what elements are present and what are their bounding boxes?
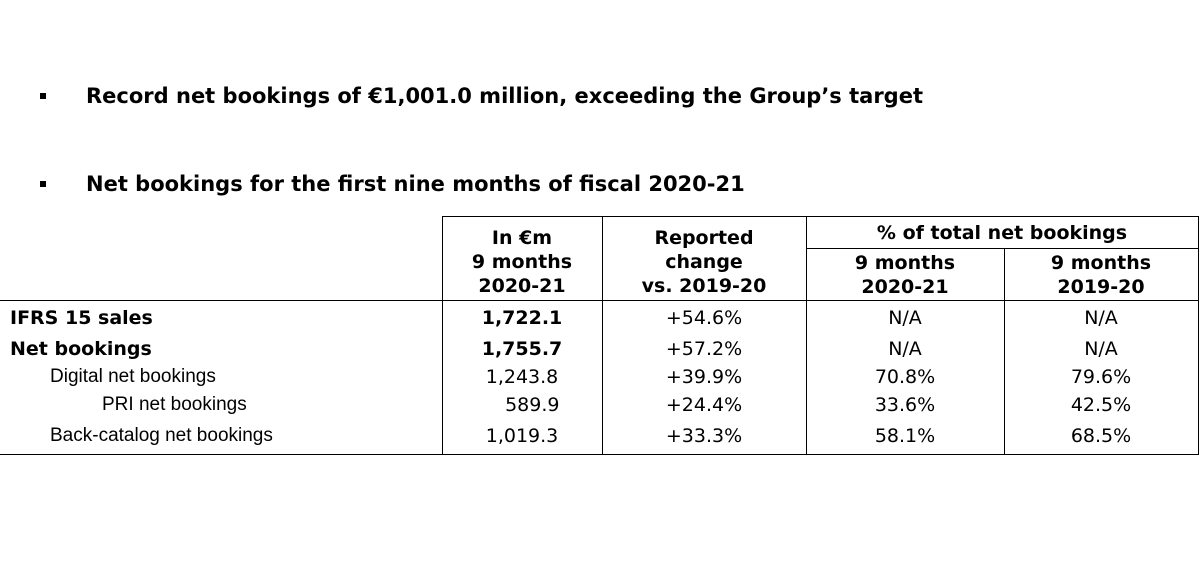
header-line: 9 months: [471, 250, 573, 273]
row-change: +33.3%: [601, 418, 806, 455]
net-bookings-table: In €m 9 months 2020-21 Reported change v…: [0, 216, 1199, 455]
header-line: vs. 2019-20: [641, 274, 767, 297]
header-line: 9 months: [854, 251, 956, 274]
row-pct-2019-20: N/A: [1003, 334, 1199, 363]
row-change: +54.6%: [601, 300, 806, 335]
header-line: In €m: [491, 226, 553, 249]
row-pct-2019-20: 42.5%: [1003, 390, 1199, 419]
row-value: 1,243.8: [441, 362, 602, 391]
header-line: 9 months: [1050, 251, 1152, 274]
header-reported-change: Reported change vs. 2019-20: [601, 216, 806, 301]
header-line: Reported: [654, 226, 754, 249]
row-value: 1,722.1: [441, 300, 602, 335]
bullet-square-icon: [40, 181, 46, 187]
table-row: PRI net bookings 589.9 +24.4% 33.6% 42.5…: [0, 390, 1199, 419]
row-label: IFRS 15 sales: [10, 306, 153, 329]
row-value: 589.9: [441, 390, 602, 419]
bullet-record-net-bookings: Record net bookings of €1,001.0 million,…: [40, 84, 923, 108]
row-pct-2019-20: 68.5%: [1003, 418, 1199, 455]
table-row: Back-catalog net bookings 1,019.3 +33.3%…: [0, 418, 1199, 455]
header-line: change: [665, 250, 743, 273]
table-row: Net bookings 1,755.7 +57.2% N/A N/A: [0, 334, 1199, 363]
row-label: Net bookings: [10, 337, 152, 360]
header-pct-2020-21: 9 months 2020-21: [805, 248, 1004, 301]
row-pct-2020-21: N/A: [805, 334, 1004, 363]
table-row: Digital net bookings 1,243.8 +39.9% 70.8…: [0, 362, 1199, 391]
row-pct-2019-20: 79.6%: [1003, 362, 1199, 391]
row-change: +39.9%: [601, 362, 806, 391]
bullet-text: Net bookings for the first nine months o…: [86, 172, 745, 196]
row-pct-2020-21: 70.8%: [805, 362, 1004, 391]
bullet-text: Record net bookings of €1,001.0 million,…: [86, 84, 923, 108]
header-pct-2019-20: 9 months 2019-20: [1003, 248, 1199, 301]
bullet-square-icon: [40, 93, 46, 99]
row-pct-2020-21: 33.6%: [805, 390, 1004, 419]
row-pct-2019-20: N/A: [1003, 300, 1199, 335]
header-line: 2020-21: [478, 274, 566, 297]
header-line: 2020-21: [861, 275, 949, 298]
header-group-label: % of total net bookings: [876, 221, 1128, 244]
row-pct-2020-21: N/A: [805, 300, 1004, 335]
row-value: 1,755.7: [441, 334, 602, 363]
header-empty-cell: [0, 216, 442, 301]
header-pct-total: % of total net bookings: [805, 216, 1199, 249]
row-pct-2020-21: 58.1%: [805, 418, 1004, 455]
row-change: +24.4%: [601, 390, 806, 419]
header-in-eur-m: In €m 9 months 2020-21: [441, 216, 602, 301]
row-label: Digital net bookings: [50, 365, 216, 387]
header-line: 2019-20: [1057, 275, 1145, 298]
table-row: IFRS 15 sales 1,722.1 +54.6% N/A N/A: [0, 300, 1199, 335]
row-label: Back-catalog net bookings: [0, 418, 442, 455]
row-change: +57.2%: [601, 334, 806, 363]
row-label: PRI net bookings: [102, 393, 247, 415]
row-value: 1,019.3: [441, 418, 602, 455]
bullet-nine-months: Net bookings for the first nine months o…: [40, 172, 745, 196]
